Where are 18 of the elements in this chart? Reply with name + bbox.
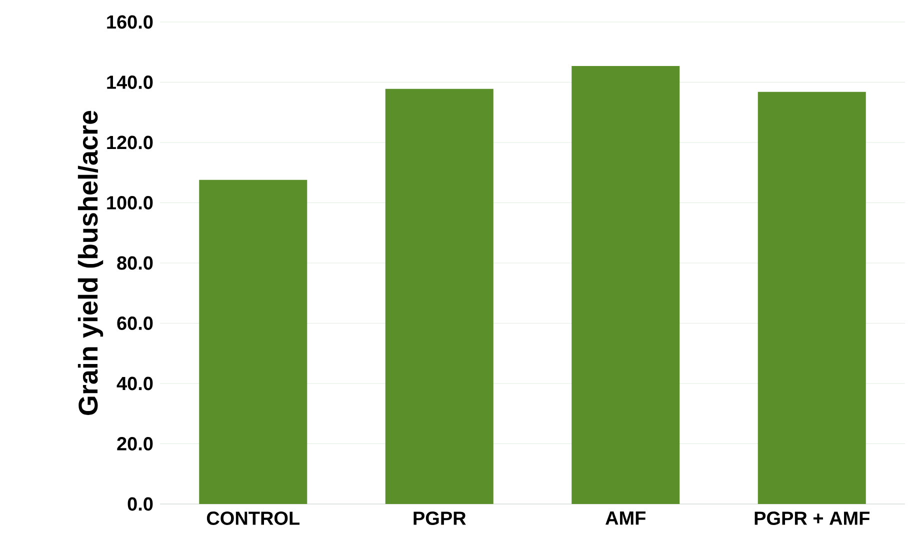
y-tick-label: 60.0 — [117, 316, 153, 330]
y-tick-label: 120.0 — [107, 136, 153, 150]
y-tick-label: 40.0 — [116, 376, 153, 390]
x-tick-label: AMF — [606, 512, 646, 525]
bar — [758, 92, 866, 504]
x-tick-label: PGPR — [414, 512, 466, 525]
y-tick-label: 0.0 — [128, 497, 153, 511]
y-axis-title: Grain yield (bushel/acre — [78, 110, 104, 415]
y-tick-label: 160.0 — [107, 15, 153, 29]
y-tick-label: 80.0 — [117, 256, 153, 270]
bar — [199, 180, 308, 504]
x-tick-label: CONTROL — [206, 512, 300, 525]
bar — [572, 66, 680, 504]
y-tick-label: 140.0 — [107, 76, 153, 89]
y-tick-label: 100.0 — [107, 196, 153, 210]
y-tick-label: 20.0 — [117, 437, 153, 450]
x-tick-label: PGPR + AMF — [754, 512, 870, 525]
bar — [385, 88, 494, 504]
